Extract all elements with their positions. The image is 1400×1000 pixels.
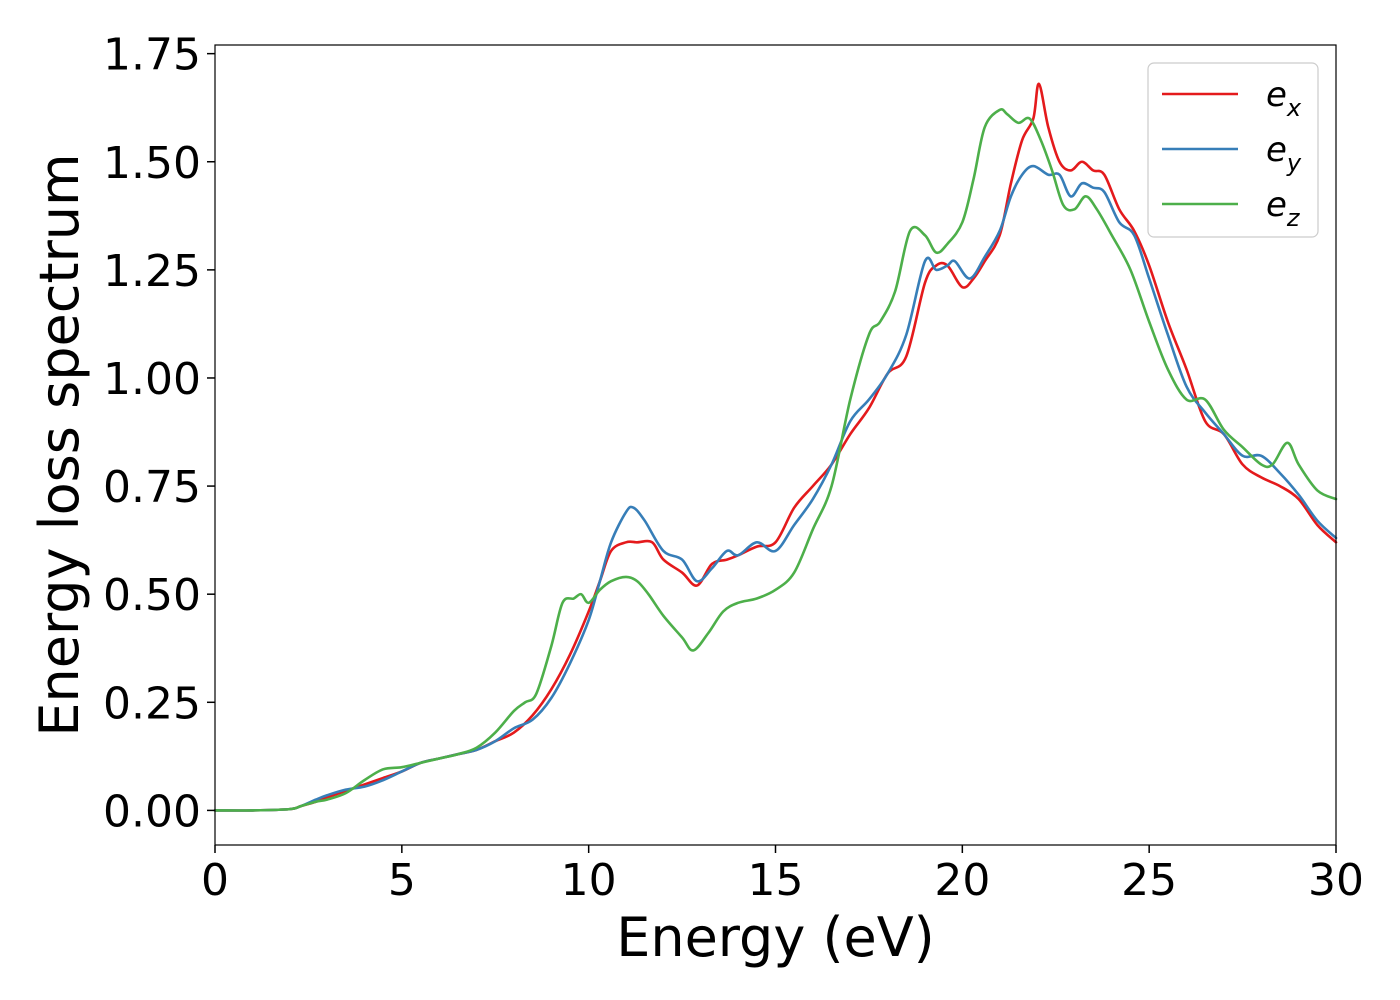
x-tick-label: 0 xyxy=(201,855,229,906)
x-axis-title: Energy (eV) xyxy=(616,906,935,969)
x-tick-label: 30 xyxy=(1308,855,1364,906)
x-axis-ticks: 0 5 10 15 20 25 30 xyxy=(201,845,1364,906)
legend-label-x: ex xyxy=(1266,75,1302,122)
y-tick-label: 0.50 xyxy=(103,570,201,621)
x-tick-label: 20 xyxy=(934,855,990,906)
legend-label-z: ez xyxy=(1266,185,1301,232)
legend-label-subscript: z xyxy=(1286,204,1301,232)
legend-label-subscript: x xyxy=(1286,94,1302,122)
y-axis-title: Energy loss spectrum xyxy=(28,153,91,736)
y-tick-label: 1.25 xyxy=(103,246,201,297)
plot-area xyxy=(213,82,1338,812)
y-tick-label: 0.00 xyxy=(103,786,201,837)
legend-label-base: e xyxy=(1266,130,1287,170)
y-tick-label: 1.75 xyxy=(103,30,201,81)
legend-label-y: ey xyxy=(1266,130,1302,177)
y-axis-ticks: 0.00 0.25 0.50 0.75 1.00 1.25 1.50 1.75 xyxy=(103,30,215,837)
x-tick-label: 15 xyxy=(748,855,804,906)
legend-label-subscript: y xyxy=(1286,149,1302,177)
x-tick-label: 10 xyxy=(561,855,617,906)
series-line-z xyxy=(213,108,1338,812)
y-tick-label: 1.00 xyxy=(103,354,201,405)
legend-label-base: e xyxy=(1266,75,1287,115)
y-tick-label: 0.25 xyxy=(103,678,201,729)
x-tick-label: 25 xyxy=(1121,855,1177,906)
legend-label-base: e xyxy=(1266,185,1287,225)
y-tick-label: 0.75 xyxy=(103,462,201,513)
x-tick-label: 5 xyxy=(388,855,416,906)
y-tick-label: 1.50 xyxy=(103,138,201,189)
